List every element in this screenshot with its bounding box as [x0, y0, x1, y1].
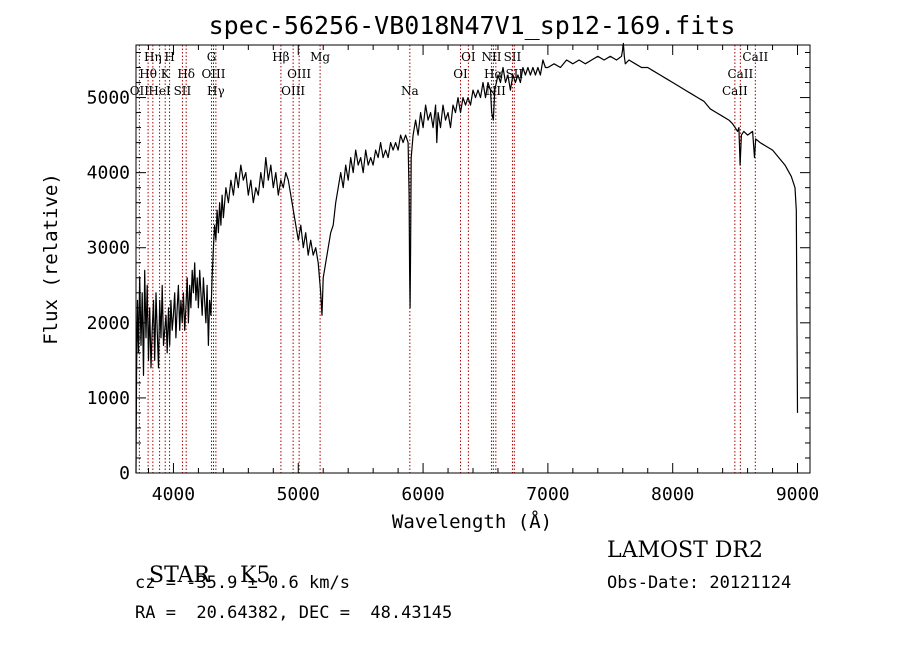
x-tick-label: 4000: [152, 484, 195, 505]
x-tick-label: 7000: [526, 484, 569, 505]
marker-label: CaII: [742, 50, 768, 64]
marker-label: OI: [453, 67, 468, 81]
x-tick-label: 9000: [776, 484, 819, 505]
x-axis-label: Wavelength (Å): [392, 510, 552, 533]
y-axis-label: Flux (relative): [40, 173, 62, 345]
marker-label: CaII: [722, 84, 748, 98]
x-tick-label: 5000: [277, 484, 320, 505]
marker-label: OIII: [281, 84, 305, 98]
marker-label: H: [164, 50, 174, 64]
y-axis-ticks: 0 1000 2000 3000 4000 5000: [87, 52, 810, 484]
marker-label: Hβ: [272, 50, 289, 64]
object-subclass: K5: [240, 563, 271, 588]
marker-label: NII: [481, 50, 501, 64]
object-class: STAR K5: [135, 538, 270, 588]
y-tick-label: 3000: [87, 238, 130, 259]
marker-label: Hδ: [177, 67, 195, 81]
marker-label: SII: [504, 50, 522, 64]
marker-label: CaII: [727, 67, 753, 81]
marker-label: Hθ: [139, 67, 157, 81]
marker-label: OII: [130, 84, 150, 98]
marker-label: G: [207, 50, 217, 64]
coordinates-info: RA = 20.64382, DEC = 48.43145: [135, 603, 453, 623]
marker-label: Hγ: [207, 84, 225, 98]
object-class-label: STAR: [149, 563, 210, 588]
marker-label: HeI: [148, 84, 171, 98]
marker-labels: OII Hθ Hη HeI KH SII Hδ G OIII Hγ Hβ OIII OIII Mg Na OI…: [130, 50, 769, 98]
marker-label: OI: [461, 50, 476, 64]
x-axis-ticks: 4000 5000 6000 7000 8000 9000: [147, 45, 819, 505]
x-tick-label: 8000: [651, 484, 694, 505]
observation-date: Obs-Date: 20121124: [607, 573, 792, 593]
y-tick-label: 5000: [87, 88, 130, 109]
marker-label: K: [161, 67, 171, 81]
marker-label: Mg: [310, 50, 330, 64]
marker-lines: [138, 45, 756, 473]
marker-label: OIII: [287, 67, 311, 81]
survey-name: LAMOST DR2: [607, 538, 763, 563]
marker-label: Na: [401, 84, 419, 98]
marker-label: OIII: [201, 67, 225, 81]
y-tick-label: 1000: [87, 388, 130, 409]
chart-title: spec-56256-VB018N47V1_sp12-169.fits: [209, 11, 736, 40]
y-tick-label: 4000: [87, 163, 130, 184]
redshift-info: cz = -35.9 ± 0.6 km/s: [135, 573, 350, 593]
x-tick-label: 6000: [401, 484, 444, 505]
plot-frame: [135, 44, 811, 474]
spectrum-line: [135, 42, 799, 474]
y-tick-label: 2000: [87, 313, 130, 334]
y-tick-label: 0: [119, 463, 130, 484]
marker-label: Hη: [144, 50, 162, 64]
marker-label: SII: [174, 84, 192, 98]
